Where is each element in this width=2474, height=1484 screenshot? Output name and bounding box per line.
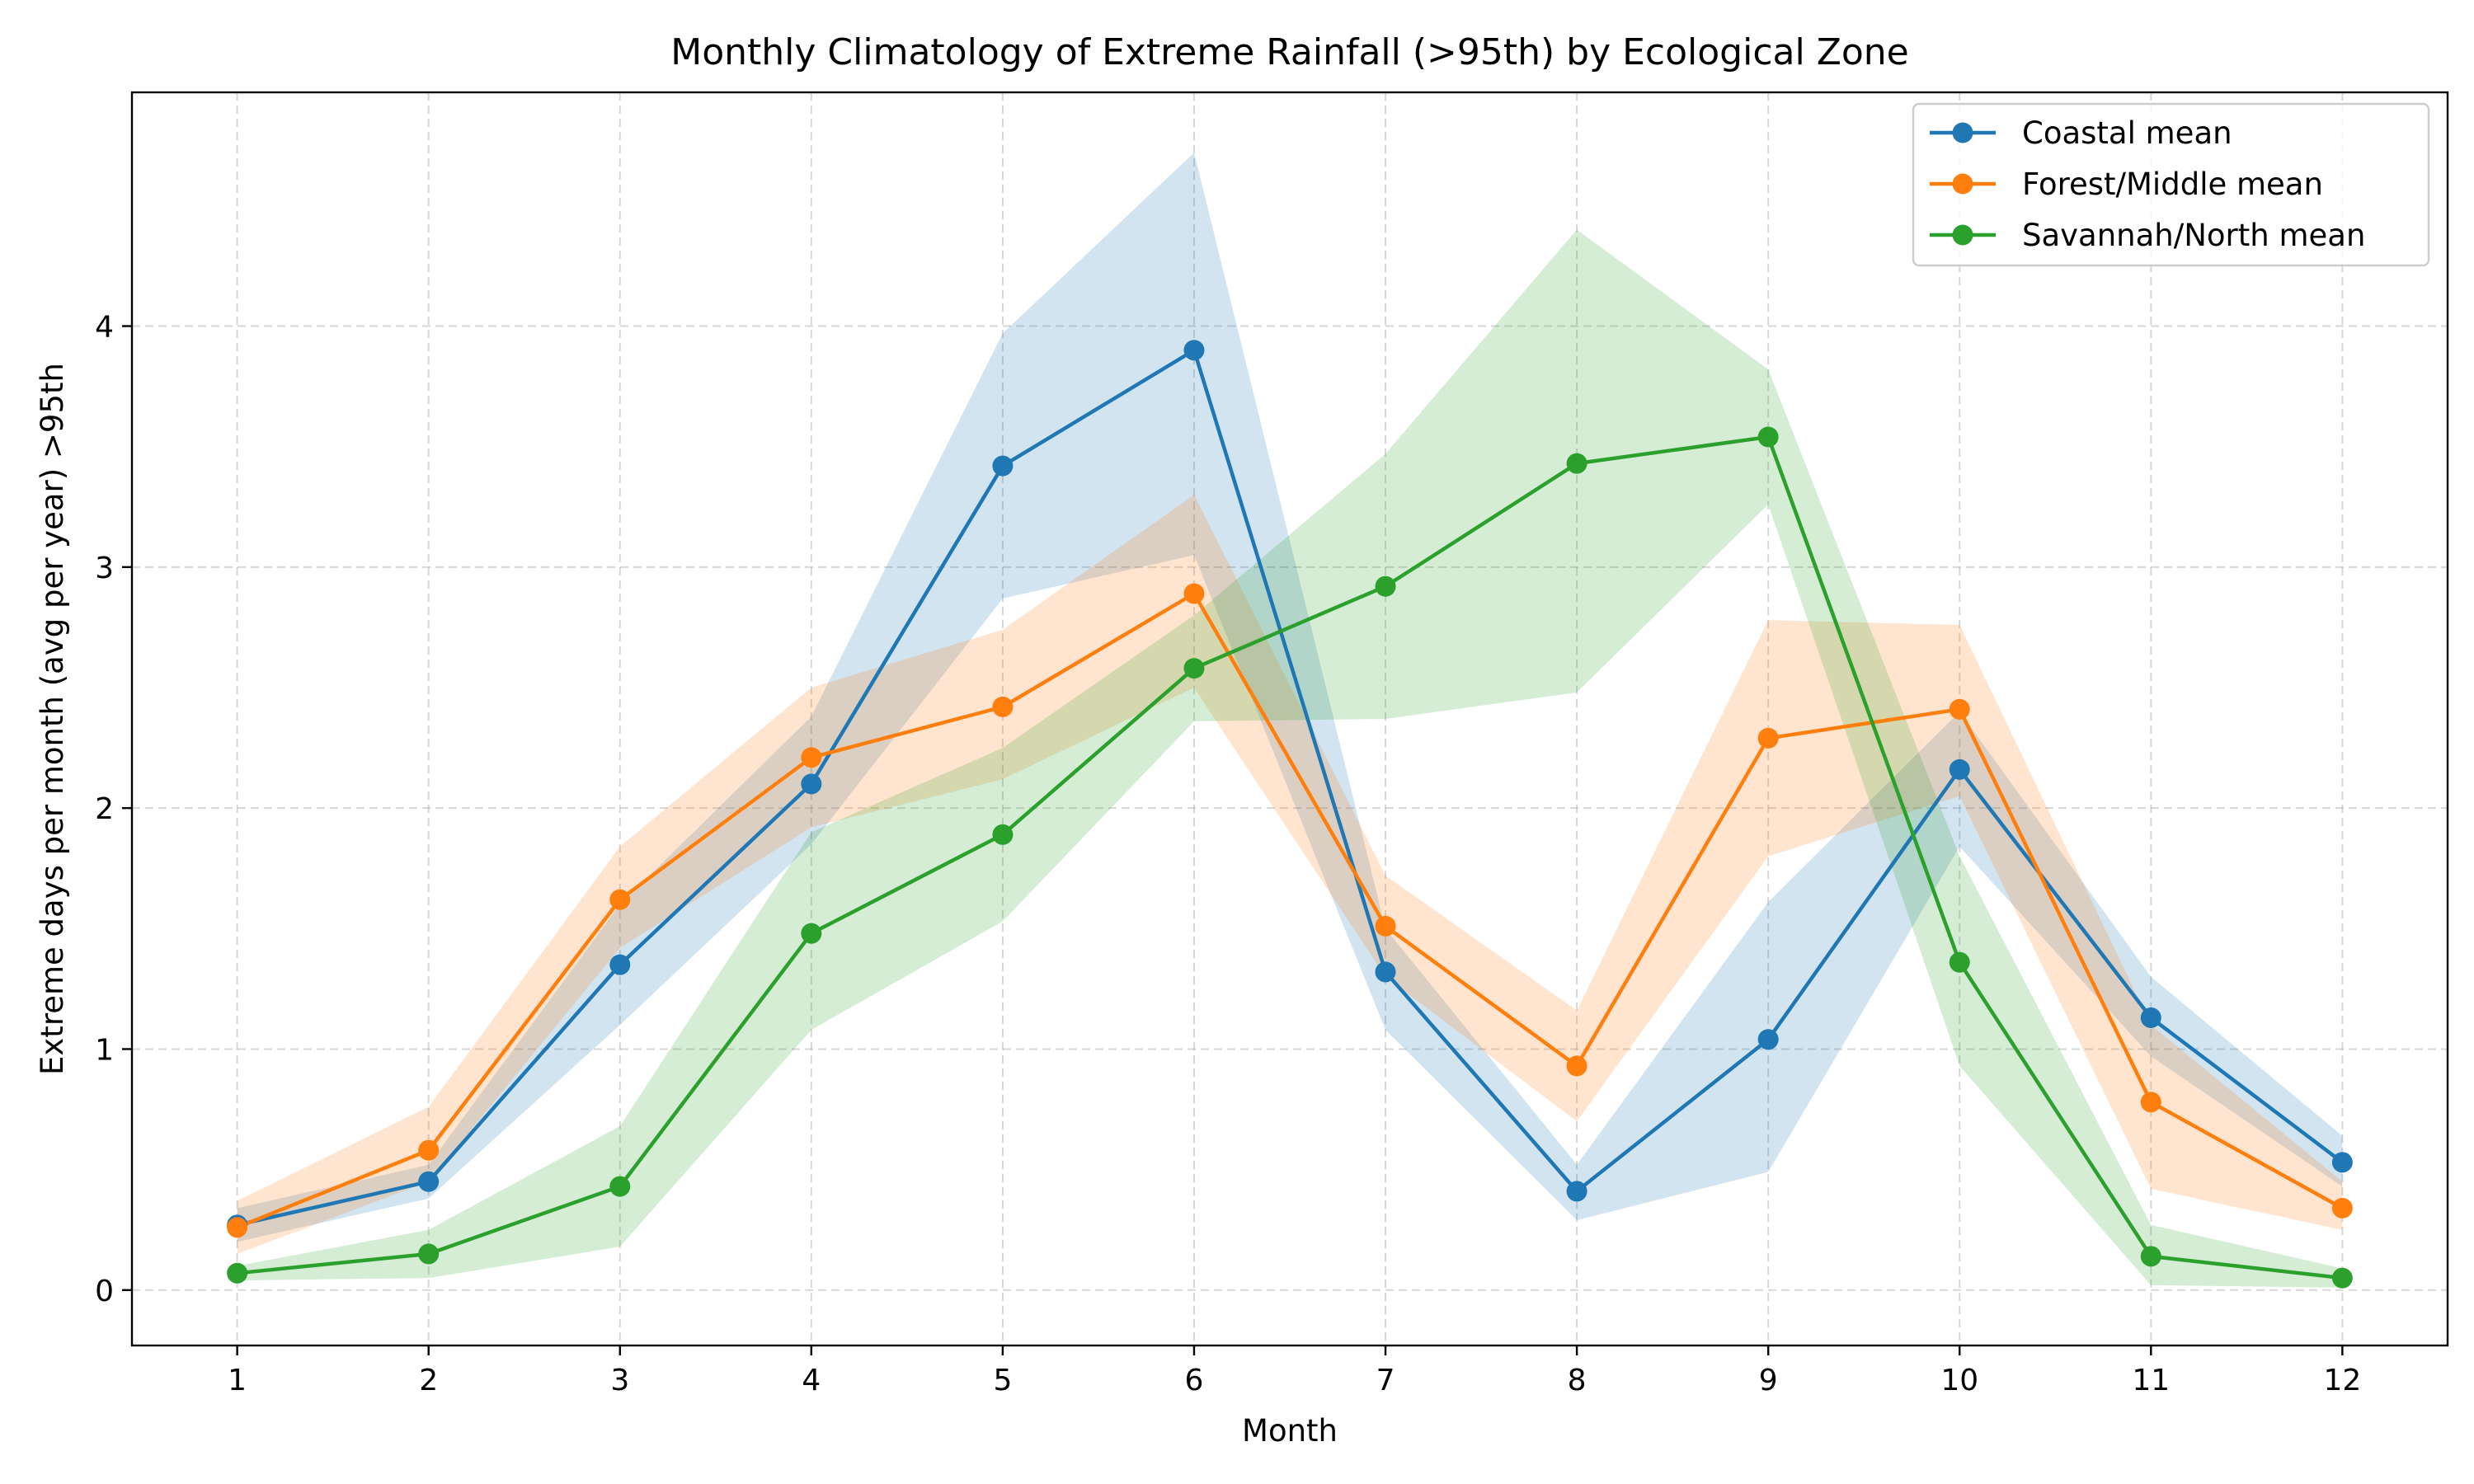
series-line-1 (236, 591, 2344, 1229)
series-0-point (1757, 1029, 1779, 1050)
x-tick-label: 4 (802, 1364, 821, 1397)
series-2-point (1949, 951, 1970, 973)
series-0-point (1183, 340, 1205, 361)
series-0-point (1566, 1181, 1587, 1202)
series-1-point (801, 747, 822, 768)
series-1-point (418, 1139, 440, 1161)
series-1-point (609, 889, 631, 910)
x-tick-label: 9 (1759, 1364, 1778, 1397)
x-tick-label: 11 (2132, 1364, 2170, 1397)
series-2-point (2331, 1267, 2353, 1289)
series-2-point (2140, 1246, 2161, 1267)
x-tick-label: 12 (2323, 1364, 2361, 1397)
x-tick-label: 7 (1376, 1364, 1395, 1397)
y-tick-label: 2 (95, 792, 114, 826)
series-0-point (1949, 758, 1970, 780)
x-tick-label: 1 (228, 1364, 247, 1397)
series-2-point (227, 1262, 248, 1284)
series-line-2 (237, 434, 2343, 1280)
y-axis-ticks: 0 1 2 3 4 (95, 311, 132, 1308)
series-2-point (1183, 658, 1205, 679)
series-2-point (992, 824, 1014, 845)
x-tick-label: 8 (1568, 1364, 1587, 1397)
y-tick-label: 4 (95, 311, 114, 345)
series-0-point (2331, 1152, 2353, 1173)
series-line-0 (237, 348, 2344, 1228)
y-axis-label: Extreme days per month (avg per year) >9… (35, 363, 70, 1075)
x-tick-label: 6 (1185, 1364, 1204, 1397)
series-1-point (1183, 583, 1205, 604)
series-band-1 (237, 495, 2343, 1254)
series-1-point (1375, 915, 1396, 937)
legend-label-0: Coastal mean (2022, 115, 2232, 151)
series-0-point (801, 773, 822, 795)
series-0-point (418, 1171, 440, 1192)
x-tick-label: 10 (1940, 1364, 1978, 1397)
legend-box (1912, 102, 2430, 267)
legend-marker-0 (1952, 122, 1973, 143)
y-tick-label: 3 (95, 552, 114, 585)
series-1-point (2331, 1197, 2353, 1219)
chart-title: Monthly Climatology of Extreme Rainfall … (670, 31, 1908, 73)
x-tick-label: 5 (993, 1364, 1012, 1397)
series-2-point (801, 923, 822, 944)
series-2-point (1566, 453, 1587, 474)
series-2-point (1757, 426, 1779, 448)
series-1-point (992, 696, 1014, 717)
series-1-point (1566, 1055, 1587, 1077)
x-axis-label: Month (1242, 1413, 1338, 1449)
legend-label-1: Forest/Middle mean (2022, 167, 2323, 202)
y-tick-label: 1 (95, 1033, 114, 1067)
grid-lines (132, 92, 2448, 1345)
legend: Coastal mean Forest/Middle mean Savannah/N… (1912, 102, 2430, 267)
series-band-2 (237, 229, 2343, 1288)
x-axis-ticks: 1 2 3 4 5 6 7 8 9 10 11 12 (228, 1345, 2361, 1397)
series-lines (236, 348, 2344, 1280)
series-1-point (227, 1217, 248, 1238)
y-tick-label: 0 (95, 1275, 114, 1308)
series-points (227, 340, 2353, 1289)
series-1-point (2140, 1092, 2161, 1113)
series-2-point (418, 1243, 440, 1265)
plot-frame (130, 91, 2449, 1347)
series-1-point (1757, 727, 1779, 749)
series-0-point (1375, 961, 1396, 983)
series-2-point (1375, 575, 1396, 597)
series-0-point (992, 455, 1014, 477)
series-2-point (609, 1176, 631, 1197)
series-0-point (2140, 1007, 2161, 1028)
legend-marker-1 (1952, 173, 1973, 195)
x-tick-label: 2 (419, 1364, 438, 1397)
legend-marker-2 (1952, 224, 1973, 246)
x-tick-label: 3 (610, 1364, 629, 1397)
legend-label-2: Savannah/North mean (2022, 218, 2365, 253)
series-0-point (609, 954, 631, 975)
series-1-point (1949, 698, 1970, 720)
